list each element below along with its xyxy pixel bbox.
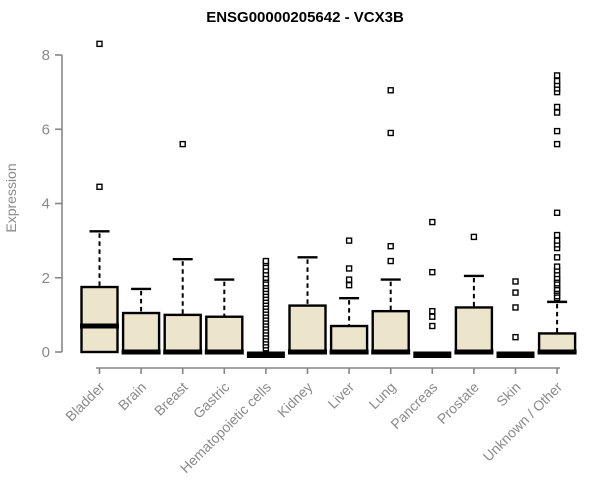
boxes [80, 40, 577, 358]
outlier-point [429, 313, 436, 320]
outlier-point [512, 278, 519, 285]
outlier-point [429, 307, 436, 315]
box-rect [80, 285, 119, 354]
outlier-point [96, 40, 103, 48]
outlier-point [96, 183, 103, 190]
box-prostate [454, 233, 494, 355]
outlier-point [387, 257, 394, 265]
box-rect [163, 313, 202, 354]
x-category-label: Kidney [274, 379, 316, 421]
outlier-point [512, 289, 519, 296]
x-category-label: Liver [324, 379, 357, 412]
x-category-label: Unknown / Other [480, 379, 566, 465]
y-tick-label: 8 [42, 47, 50, 64]
box-skin [496, 278, 535, 358]
y-tick-label: 2 [42, 270, 50, 287]
box-rect [329, 324, 369, 354]
y-tick-label: 6 [42, 121, 50, 138]
box-rect [454, 306, 494, 354]
box-liver [329, 237, 369, 355]
x-category-label: Brain [115, 379, 149, 413]
box-rect [205, 315, 244, 354]
outlier-point [429, 218, 436, 226]
box-rect [121, 311, 161, 354]
chart-title: ENSG00000205642 - VCX3B [206, 9, 404, 26]
outlier-point [512, 333, 519, 341]
outlier-point [553, 263, 561, 270]
outlier-point [470, 233, 478, 241]
flat-box [496, 351, 535, 358]
x-category-label: Prostate [434, 379, 482, 427]
outlier-point [179, 140, 186, 148]
outlier-point [387, 242, 394, 250]
box-bladder [80, 40, 119, 354]
flat-box [413, 351, 452, 358]
outlier-point [553, 109, 561, 116]
box-rect [371, 309, 410, 354]
outlier-point [553, 231, 561, 239]
box-lung [371, 87, 411, 355]
outlier-point [553, 127, 561, 135]
box-rect [288, 304, 327, 354]
outlier-point [429, 322, 436, 330]
box-unknown-other [537, 72, 577, 355]
outlier-point [553, 140, 561, 148]
outlier-point [387, 129, 394, 137]
outlier-point [345, 265, 353, 272]
y-axis-label: Expression [3, 163, 19, 232]
outlier-point [553, 237, 561, 244]
x-category-label: Breast [151, 379, 191, 419]
outlier-point [553, 209, 561, 216]
outlier-point [512, 304, 519, 311]
y-tick-label: 0 [42, 344, 50, 361]
x-category-label: Lung [365, 379, 398, 412]
box-rect [537, 332, 577, 354]
x-category-label: Skin [493, 379, 524, 410]
outlier-point [345, 237, 353, 244]
outlier-point [553, 72, 561, 79]
outlier-point [429, 268, 436, 276]
outlier-point [345, 276, 353, 283]
box-gastric [204, 278, 244, 355]
x-category-label: Bladder [62, 379, 108, 425]
flat-box [246, 351, 285, 358]
outlier-point [387, 87, 394, 94]
outlier-point [345, 281, 353, 289]
outlier-point [553, 103, 561, 111]
box-breast [163, 140, 203, 355]
y-tick-label: 4 [42, 196, 50, 213]
box-brain [121, 287, 161, 355]
box-pancreas [413, 218, 452, 358]
outlier-point [553, 77, 561, 85]
outlier-point [262, 257, 270, 265]
box-kidney [288, 256, 327, 355]
outlier-point [553, 254, 561, 261]
box-hematopoietic-cells [246, 257, 285, 358]
